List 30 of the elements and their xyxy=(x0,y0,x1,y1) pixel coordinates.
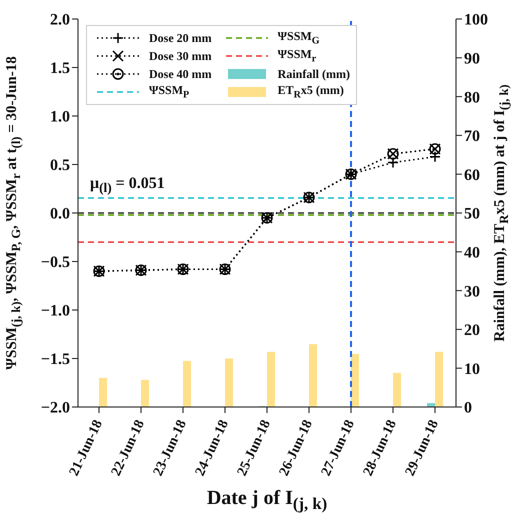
y-tick-label: 1.0 xyxy=(50,108,70,126)
legend-label: Dose 40 mm xyxy=(149,66,212,82)
y2-tick-label: 40 xyxy=(464,244,480,262)
legend-label: ΨSSM$_{P}$ xyxy=(149,83,190,101)
legend-label: ΨSSM$_{G}$ xyxy=(278,29,320,47)
y-tick-label: −2.0 xyxy=(40,400,70,417)
y2-tick-label: 80 xyxy=(464,89,480,106)
legend-label: Rainfall (mm) xyxy=(278,66,350,82)
y2-tick-label: 30 xyxy=(464,283,480,300)
y-tick-label: −0.5 xyxy=(40,254,70,272)
y-tick-label: 0.5 xyxy=(50,157,70,174)
legend-label: ET$_{R}$x5 (mm) xyxy=(278,83,344,101)
x-axis-title: Date j of I$_{(j, k)}$ xyxy=(206,487,328,513)
y-tick-label: −1.5 xyxy=(40,351,70,368)
y2-tick-label: 90 xyxy=(464,50,480,68)
legend-label: Dose 20 mm xyxy=(149,30,212,46)
y2-tick-label: 50 xyxy=(464,206,480,223)
y2-tick-label: 20 xyxy=(464,322,480,340)
y2-tick-label: 60 xyxy=(464,166,480,184)
y-tick-label: 1.5 xyxy=(50,60,70,78)
y2-tick-label: 0 xyxy=(464,400,472,417)
y2-tick-label: 10 xyxy=(464,360,480,378)
annotation: μ$_{(l)}$ = 0.051 xyxy=(90,174,165,195)
y-tick-label: −1.0 xyxy=(40,302,70,320)
y2-tick-label: 70 xyxy=(464,128,480,146)
y-tick-label: 2.0 xyxy=(50,12,70,29)
y2-tick-label: 100 xyxy=(464,12,488,29)
legend-label: ΨSSM$_{r}$ xyxy=(278,47,316,65)
y-tick-label: 0.0 xyxy=(50,206,70,223)
legend-label: Dose 30 mm xyxy=(149,48,212,64)
